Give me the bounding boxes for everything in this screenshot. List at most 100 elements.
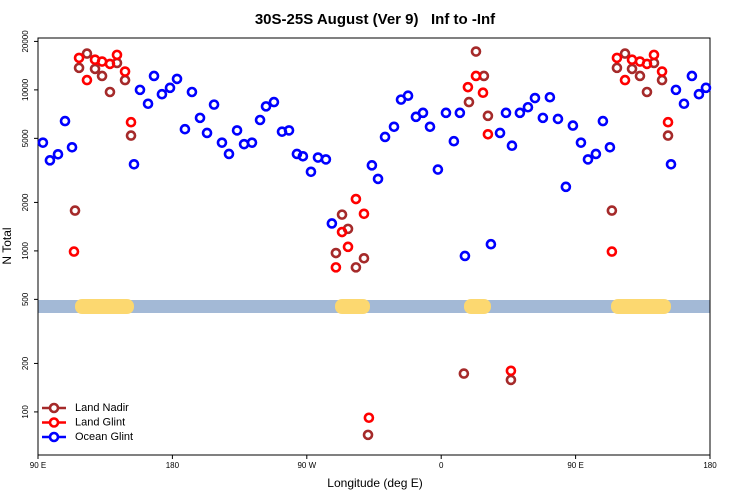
data-point (477, 87, 489, 99)
data-point (505, 365, 517, 377)
data-point (619, 74, 631, 86)
data-point (529, 92, 541, 104)
data-point (662, 130, 674, 141)
x-tick-label: 0 (439, 461, 444, 470)
data-point (119, 66, 131, 77)
data-point (597, 115, 609, 127)
data-point (366, 160, 378, 171)
legend-label: Ocean Glint (75, 431, 133, 443)
ocean-band (38, 300, 710, 313)
data-point (560, 181, 572, 193)
data-point (388, 121, 400, 133)
plot-frame (37, 37, 711, 456)
data-point (662, 116, 674, 128)
data-point (485, 238, 497, 250)
data-point (470, 70, 482, 82)
data-point (575, 137, 587, 148)
data-point (606, 246, 618, 257)
data-point (362, 429, 374, 441)
data-point (522, 101, 534, 113)
data-point (208, 99, 220, 110)
data-point (606, 205, 618, 216)
data-point (44, 155, 56, 166)
data-point (552, 113, 564, 125)
data-point (104, 58, 116, 70)
data-point (81, 74, 93, 86)
data-point (611, 62, 623, 74)
legend-marker (48, 431, 60, 443)
data-point (537, 112, 549, 124)
data-point (463, 96, 475, 108)
land-band (464, 299, 491, 314)
data-point (148, 70, 160, 82)
data-point (326, 218, 338, 229)
data-point (260, 101, 272, 112)
surface-band (38, 299, 710, 314)
land-band (335, 299, 370, 314)
y-axis-label: N Total (0, 227, 14, 264)
data-point (641, 58, 653, 70)
data-point (363, 412, 375, 424)
data-point (358, 252, 370, 264)
data-point (246, 137, 258, 148)
data-point (111, 49, 123, 61)
data-point (66, 141, 78, 153)
x-tick-label: 90 E (30, 461, 46, 470)
data-point (634, 70, 646, 82)
y-tick-label: 5000 (21, 129, 30, 147)
data-point (68, 246, 80, 257)
legend-marker (48, 417, 60, 428)
data-point (482, 128, 494, 140)
data-point (379, 131, 391, 143)
data-point (448, 135, 460, 147)
data-point (330, 247, 342, 259)
data-point (350, 262, 362, 273)
data-point (648, 49, 660, 61)
data-point (125, 130, 137, 141)
data-point (700, 82, 712, 94)
data-point (432, 164, 444, 175)
data-point (297, 150, 309, 162)
data-point (494, 127, 506, 139)
x-tick-label: 90 W (297, 461, 316, 470)
data-point (372, 173, 384, 185)
data-point (641, 86, 653, 98)
data-point (142, 98, 154, 110)
x-axis-label: Longitude (deg E) (327, 476, 422, 490)
data-point (440, 107, 452, 119)
legend-marker (48, 402, 60, 414)
data-point (482, 110, 494, 122)
x-tick-label: 180 (166, 461, 180, 470)
data-point (96, 70, 108, 82)
data-point (201, 127, 213, 139)
data-point (544, 91, 556, 103)
x-tick-label: 90 E (567, 461, 583, 470)
y-tick-label: 20000 (21, 30, 30, 53)
y-tick-label: 200 (21, 356, 30, 370)
data-point (342, 241, 354, 253)
data-point (678, 98, 690, 110)
data-point (670, 84, 682, 96)
data-point (171, 73, 183, 85)
data-point (582, 154, 594, 165)
data-point (73, 62, 85, 74)
data-point (231, 125, 243, 136)
data-point (590, 148, 602, 160)
data-point (268, 96, 280, 108)
data-point (459, 250, 471, 262)
data-point (686, 70, 698, 82)
legend-label: Land Nadir (75, 402, 129, 414)
data-point (336, 226, 348, 238)
data-point (619, 48, 631, 59)
data-point (134, 84, 146, 96)
data-point (458, 368, 470, 379)
data-point (611, 52, 623, 64)
data-point (454, 107, 466, 119)
y-tick-label: 1000 (21, 241, 30, 259)
data-point (125, 116, 137, 128)
data-point (358, 208, 370, 220)
data-point (104, 86, 116, 98)
data-point (186, 86, 198, 98)
data-point (424, 121, 436, 133)
